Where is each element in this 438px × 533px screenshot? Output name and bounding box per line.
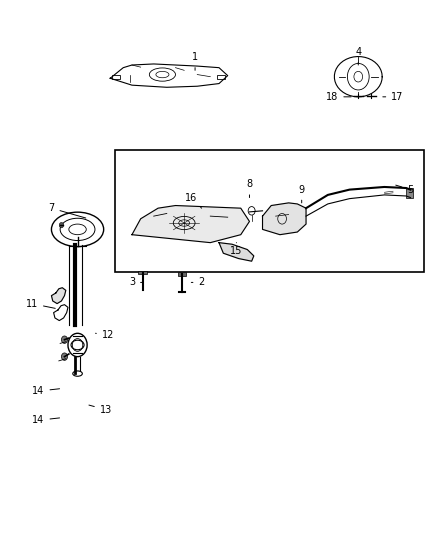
Text: 8: 8 — [247, 179, 253, 198]
Circle shape — [61, 353, 67, 360]
Text: 5: 5 — [396, 184, 413, 195]
Text: 14: 14 — [32, 415, 60, 425]
Text: 1: 1 — [192, 52, 198, 70]
Circle shape — [61, 336, 67, 343]
Text: 3: 3 — [129, 277, 142, 287]
Bar — [178, 272, 186, 276]
Bar — [115, 150, 424, 272]
Polygon shape — [219, 243, 254, 261]
Text: 11: 11 — [26, 298, 55, 309]
Polygon shape — [51, 288, 66, 304]
Text: 7: 7 — [48, 203, 86, 218]
Text: 13: 13 — [89, 405, 112, 415]
Polygon shape — [132, 206, 250, 243]
Text: 18: 18 — [326, 92, 351, 102]
Text: 9: 9 — [299, 184, 305, 203]
Text: 2: 2 — [191, 277, 205, 287]
Text: 4: 4 — [355, 47, 361, 65]
Circle shape — [59, 222, 64, 228]
Text: 16: 16 — [184, 192, 201, 208]
Text: 15: 15 — [230, 243, 243, 256]
Polygon shape — [262, 203, 306, 235]
Text: 14: 14 — [32, 386, 60, 396]
Bar — [406, 188, 413, 198]
Bar — [113, 75, 120, 79]
Text: 17: 17 — [383, 92, 404, 102]
Bar — [138, 271, 147, 274]
Text: 12: 12 — [95, 330, 114, 341]
Bar — [217, 75, 225, 79]
